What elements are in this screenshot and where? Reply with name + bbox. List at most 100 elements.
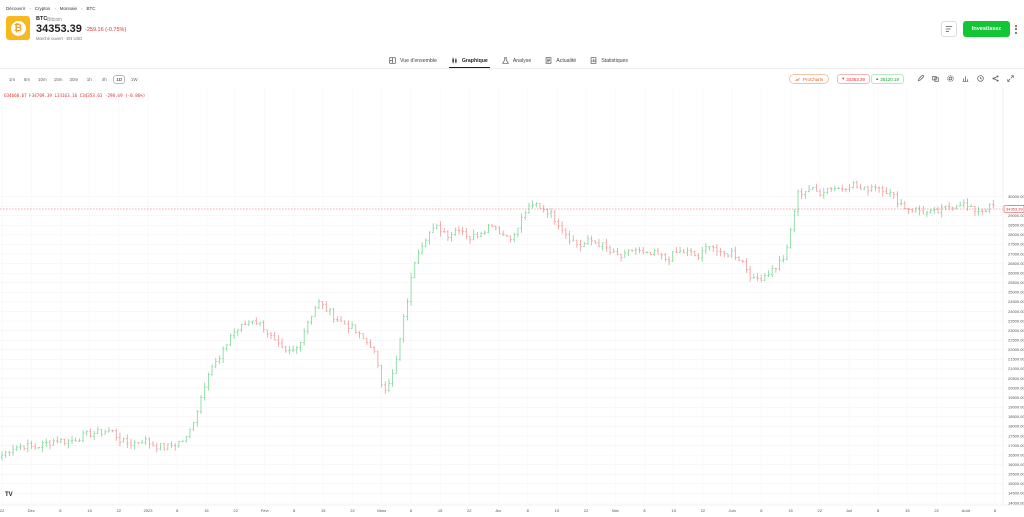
timeframe-10m[interactable]: 10m [38,77,47,82]
watchlist-button[interactable] [941,21,957,37]
x-tick-label: Mars [377,508,386,513]
compare-button[interactable] [931,74,939,82]
tab-label: Statistiques [601,57,629,64]
x-tick-label: Mai [612,508,619,513]
x-tick-label: Juil [846,508,852,513]
tab-news[interactable]: Actualité [545,53,576,68]
tab-label: Graphique [461,57,488,64]
indicators-button[interactable] [961,74,969,82]
arrow-up-icon: ▴ [876,76,879,81]
sell-price-button[interactable]: ▾ 34353.39 [837,74,871,84]
x-tick-label: 22 [117,508,122,513]
ohlc-change: -298.69 (-0.86%) [104,93,146,98]
x-tick-label: 8 [410,508,413,513]
y-tick-label: 22000.00 [1008,347,1024,352]
stats-icon [590,57,597,64]
tab-label: Analyse [512,57,532,64]
chevron-right-icon: › [29,6,31,11]
prochart-icon [795,77,800,81]
ohlc-close: C34353.63 [79,93,103,98]
x-tick-label: 15 [555,508,560,513]
y-tick-label: 19000.00 [1008,405,1024,410]
tab-label: Actualité [556,57,577,64]
arrow-down-icon: ▾ [842,76,845,81]
y-tick-label: 25500.00 [1008,280,1024,285]
x-tick-label: 22 [934,508,939,513]
y-tick-label: 25000.00 [1008,290,1024,295]
y-tick-label: 21500.00 [1008,357,1024,362]
x-tick-label: 8 [59,508,62,513]
y-tick-label: 16500.00 [1008,452,1024,457]
tab-bar: Vue d'ensemble Graphique Analyse Actuali… [389,53,628,68]
x-tick-label: Déc [28,508,35,513]
ohlc-low: L34163.16 [54,93,78,98]
x-tick-label: Juin [728,508,735,513]
breadcrumb-item: BTC [86,6,96,11]
compare-icon [931,75,939,82]
timeframe-30m[interactable]: 30m [69,77,79,82]
timeframe-1m[interactable]: 1m [8,77,16,82]
y-tick-label: 18500.00 [1008,414,1024,419]
alert-button[interactable] [976,74,984,82]
y-tick-label: 23000.00 [1008,328,1024,333]
y-tick-label: 14000.00 [1008,500,1024,505]
timeframe-1w[interactable]: 1W [130,77,138,82]
buy-price: 35120.19 [880,76,900,82]
ohlc-high: H34709.39 [29,93,52,98]
tab-overview[interactable]: Vue d'ensemble [389,53,437,68]
invest-button[interactable]: Investissez [963,21,1010,37]
y-tick-label: 14500.00 [1008,491,1024,496]
breadcrumb-item[interactable]: Monnaie [59,6,78,11]
asset-name: Bitcoin [47,16,63,23]
gear-icon [946,74,954,82]
timeframe-4h[interactable]: 4h [101,77,107,82]
breadcrumb-item[interactable]: Découvrir [6,6,26,11]
x-tick-label: 15 [438,508,443,513]
price-change: -259.16 (-0.75%) [85,27,127,33]
more-options-button[interactable] [1012,21,1020,37]
timeframe-15m[interactable]: 15m [53,77,63,82]
x-tick-label: 15 [672,508,677,513]
timeframe-5m[interactable]: 5m [23,77,31,82]
prochart-button[interactable]: ProCharts [789,74,830,84]
y-tick-label: 27000.00 [1008,251,1024,256]
share-button[interactable] [991,74,999,82]
x-tick-label: Août [962,508,971,513]
last-price-tag [1003,205,1024,213]
x-tick-label: 22 [701,508,706,513]
overview-icon [389,57,396,64]
x-tick-label: 8 [293,508,296,513]
tab-divider [0,68,1024,69]
bitcoin-icon: ₿ [10,20,26,36]
timeframe-selector: 1m 5m 10m 15m 30m 1h 4h 1D 1W [6,75,140,84]
settings-button[interactable] [946,74,954,82]
y-tick-label: 21000.00 [1008,366,1024,371]
share-icon [991,74,999,82]
x-tick-label: 22 [0,508,5,513]
tab-analysis[interactable]: Analyse [501,53,532,68]
fullscreen-button[interactable] [1006,74,1014,82]
breadcrumb-item[interactable]: Cryptos [34,6,51,11]
x-tick-label: 8 [994,508,997,513]
x-tick-label: 15 [87,508,92,513]
tab-label: Vue d'ensemble [400,57,437,64]
price-chart[interactable]: 30000.0029500.0029000.0028500.0028000.00… [0,88,1024,517]
draw-tool-button[interactable] [916,74,924,82]
buy-price-button[interactable]: ▴ 35120.19 [871,74,905,84]
x-tick-label: 22 [467,508,472,513]
expand-icon [1006,74,1014,82]
tab-chart[interactable]: Graphique [448,53,490,68]
chevron-right-icon: › [81,6,83,11]
tab-statistics[interactable]: Statistiques [590,53,628,68]
x-tick-label: 15 [788,508,793,513]
y-tick-label: 20000.00 [1008,385,1024,390]
timeframe-1d[interactable]: 1D [113,75,126,84]
ohlc-open: O34660.67 [4,93,27,98]
timeframe-1h[interactable]: 1h [86,77,92,82]
chart-icon [452,57,457,64]
x-tick-label: 22 [584,508,589,513]
x-tick-label: Févr [261,508,270,513]
asset-symbol: BTC [36,16,48,22]
y-tick-label: 24500.00 [1008,299,1024,304]
x-tick-label: 2023 [144,508,154,513]
